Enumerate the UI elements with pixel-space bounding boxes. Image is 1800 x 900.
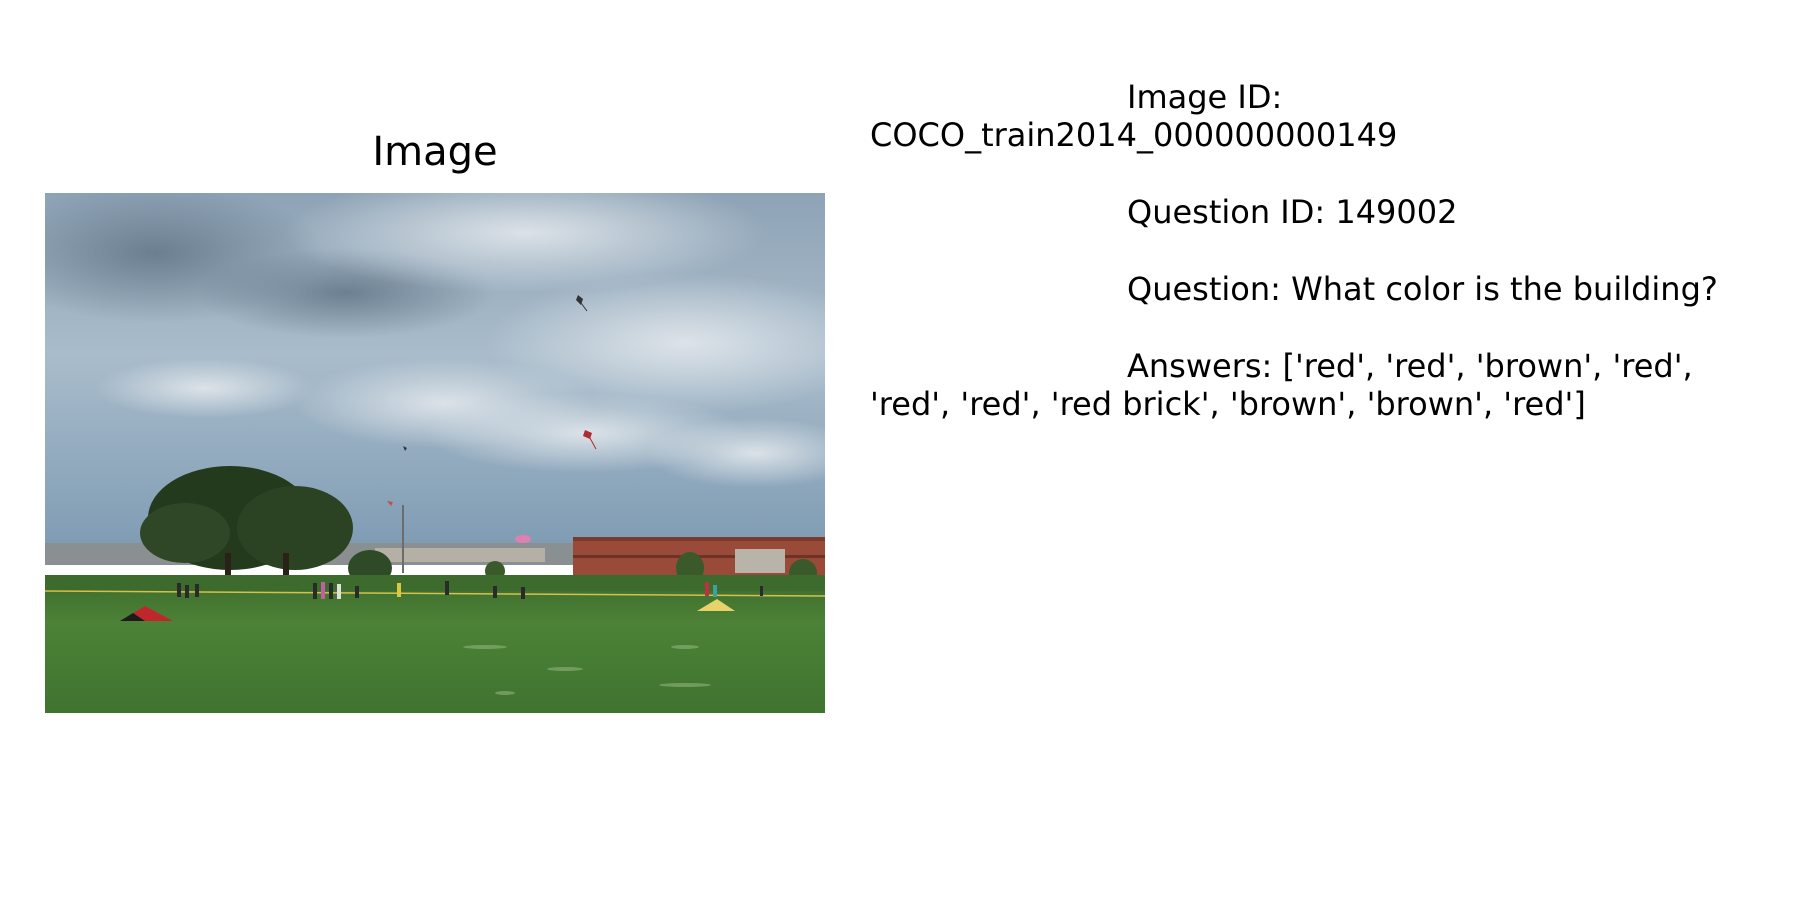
image-panel-title: Image: [45, 128, 825, 176]
answers-block: Answers: ['red', 'red', 'brown', 'red', …: [870, 347, 1770, 423]
distant-houses: [375, 548, 545, 562]
photo-canvas: [45, 193, 825, 713]
question-info-panel: Image ID: COCO_train2014_000000000149 Qu…: [870, 78, 1770, 462]
image-id-label: Image ID:: [1127, 78, 1282, 116]
answers-line-2: 'red', 'red', 'red brick', 'brown', 'bro…: [870, 385, 1770, 423]
question-text: Question: What color is the building?: [1127, 270, 1718, 308]
question-block: Question: What color is the building?: [870, 270, 1770, 308]
answers-line-1: Answers: ['red', 'red', 'brown', 'red',: [1127, 347, 1693, 385]
tree-cluster: [140, 503, 230, 563]
cloud: [95, 358, 315, 418]
question-id-text: Question ID: 149002: [1127, 193, 1457, 231]
image-id-value: COCO_train2014_000000000149: [870, 116, 1770, 154]
question-id-block: Question ID: 149002: [870, 193, 1770, 231]
building-annex: [735, 549, 785, 573]
flying-kite-pink: [515, 535, 531, 543]
image-id-block: Image ID: COCO_train2014_000000000149: [870, 78, 1770, 154]
tree-cluster: [237, 486, 353, 570]
outdoor-park-kites-photo: [45, 193, 825, 713]
building-roofline: [573, 537, 825, 541]
